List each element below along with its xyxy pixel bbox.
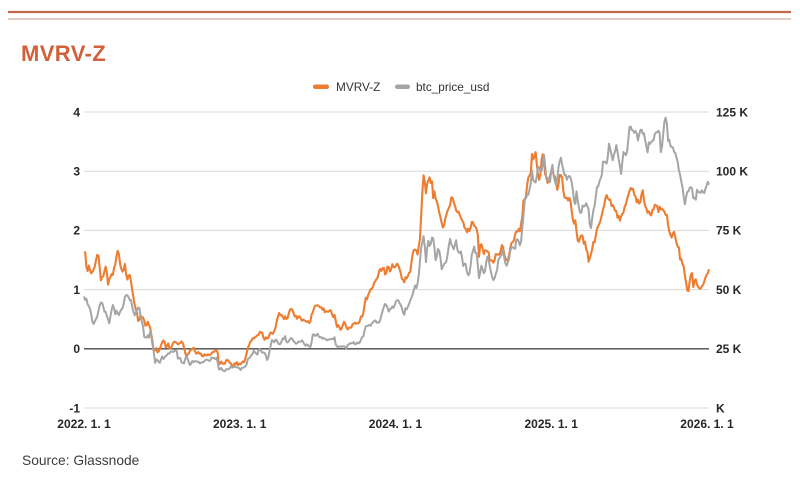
svg-text:Source: Glassnode: Source: Glassnode: [22, 453, 140, 468]
svg-text:2026. 1. 1: 2026. 1. 1: [680, 417, 734, 431]
svg-text:0: 0: [73, 342, 80, 356]
svg-text:3: 3: [73, 165, 80, 179]
svg-text:1: 1: [73, 283, 80, 297]
svg-text:btc_price_usd: btc_price_usd: [416, 80, 489, 94]
svg-text:125 K: 125 K: [716, 105, 748, 119]
svg-text:MVRV-Z: MVRV-Z: [21, 41, 106, 66]
svg-text:K: K: [716, 401, 725, 415]
svg-text:2024. 1. 1: 2024. 1. 1: [369, 417, 423, 431]
svg-text:100 K: 100 K: [716, 165, 748, 179]
svg-text:25 K: 25 K: [716, 342, 742, 356]
svg-text:4: 4: [73, 105, 80, 119]
svg-text:2025. 1. 1: 2025. 1. 1: [525, 417, 579, 431]
svg-text:-1: -1: [69, 401, 80, 415]
svg-text:75 K: 75 K: [716, 224, 742, 238]
svg-text:2022. 1. 1: 2022. 1. 1: [57, 417, 111, 431]
svg-text:2: 2: [73, 224, 80, 238]
svg-text:MVRV-Z: MVRV-Z: [336, 80, 380, 94]
svg-text:2023. 1. 1: 2023. 1. 1: [213, 417, 267, 431]
svg-text:50 K: 50 K: [716, 283, 742, 297]
